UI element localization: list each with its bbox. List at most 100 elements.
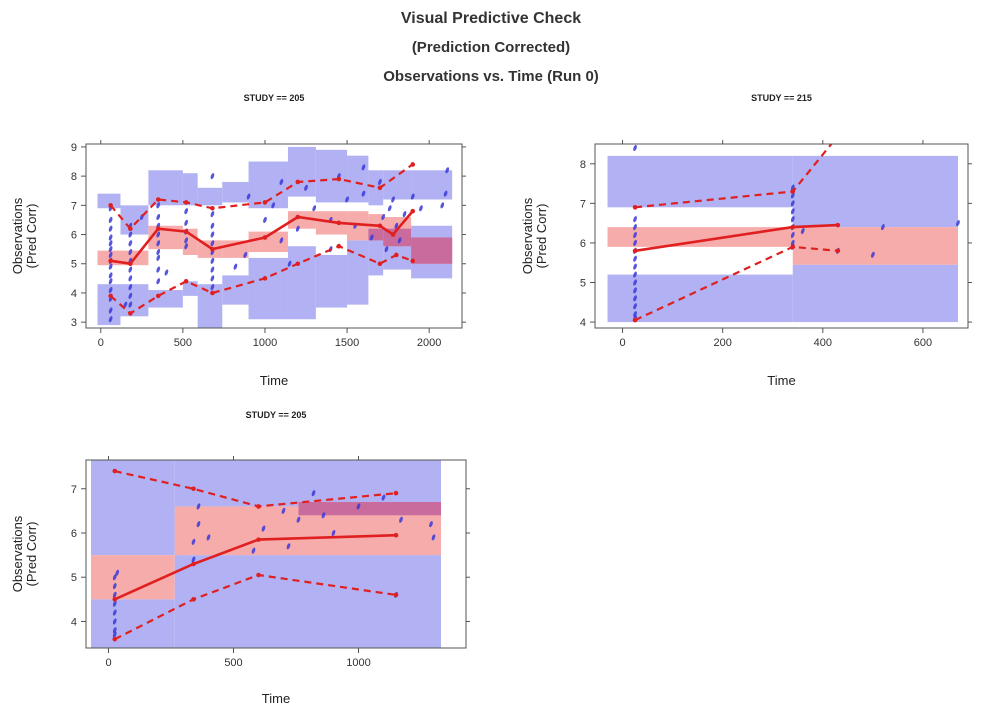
line-marker xyxy=(295,214,301,220)
observed-point xyxy=(287,260,292,267)
observed-point xyxy=(331,529,336,537)
line-marker xyxy=(835,222,841,228)
observed-point xyxy=(790,136,795,143)
line-marker xyxy=(393,532,399,538)
observed-point xyxy=(381,494,386,501)
x-axis-label: Time xyxy=(262,691,290,706)
observed-point xyxy=(633,263,637,270)
observed-point xyxy=(881,224,885,231)
lower-pi-band xyxy=(298,555,441,648)
median-pi-band xyxy=(287,211,316,229)
observed-point xyxy=(397,237,402,244)
observed-point xyxy=(263,216,267,223)
observed-point xyxy=(356,503,361,510)
observed-point xyxy=(156,278,161,285)
upper-pi-band xyxy=(182,173,198,206)
observed-point xyxy=(790,216,795,223)
observed-point xyxy=(156,213,161,221)
observed-point xyxy=(633,224,637,231)
lower-pi-band xyxy=(91,599,175,648)
observed-point xyxy=(440,202,445,209)
y-tick-label: 6 xyxy=(71,230,77,242)
observed-point xyxy=(790,200,795,207)
upper-percentile-line xyxy=(109,163,414,231)
line-marker xyxy=(262,276,268,281)
observed-point xyxy=(800,227,805,235)
observed-point xyxy=(790,192,795,199)
upper-pi-band xyxy=(792,155,958,228)
observed-point xyxy=(633,255,637,262)
line-marker xyxy=(191,597,196,602)
observed-point xyxy=(112,618,117,625)
lower-pi-band xyxy=(182,281,198,296)
observed-point xyxy=(296,516,301,523)
observed-point xyxy=(108,316,113,323)
x-tick-label: 0 xyxy=(105,657,111,669)
y-axis-label: Observations(Pred Corr) xyxy=(10,197,39,274)
y-axis-label: Observations(Pred Corr) xyxy=(10,515,39,592)
observed-point xyxy=(790,208,795,215)
observed-point xyxy=(108,278,113,285)
x-tick-label: 0 xyxy=(619,337,625,349)
observed-point xyxy=(279,178,284,186)
upper-pi-band xyxy=(287,146,316,197)
plot-area xyxy=(97,146,453,328)
panel-frame xyxy=(594,143,969,329)
median-pi-band xyxy=(347,211,369,241)
y-tick-label: 9 xyxy=(71,142,77,154)
y-axis-label-line: (Pred Corr) xyxy=(24,521,39,586)
observed-point xyxy=(206,534,211,541)
x-tick-label: 500 xyxy=(224,657,242,669)
observed-point xyxy=(128,240,133,247)
observed-point xyxy=(633,287,637,294)
observed-point xyxy=(633,271,637,278)
observed-point xyxy=(210,173,215,180)
observed-point xyxy=(233,263,238,270)
line-marker xyxy=(410,162,416,167)
x-tick-label: 0 xyxy=(98,337,104,349)
upper-pi-band xyxy=(97,193,121,209)
band-overlap xyxy=(368,228,384,241)
line-marker xyxy=(108,203,113,208)
observed-point xyxy=(384,246,389,253)
observed-point xyxy=(378,178,382,186)
observed-point xyxy=(108,272,113,279)
line-marker xyxy=(262,200,268,205)
observed-point xyxy=(156,266,161,273)
line-marker xyxy=(790,244,796,250)
observed-point xyxy=(112,583,117,590)
observed-point xyxy=(191,556,196,563)
observed-point xyxy=(184,243,189,250)
observed-point xyxy=(196,503,201,510)
observed-point xyxy=(184,208,189,215)
lower-pi-band xyxy=(607,274,793,323)
line-marker xyxy=(410,208,416,214)
lower-pi-band xyxy=(97,284,121,326)
band-overlap xyxy=(298,502,441,516)
y-axis-label-line: (Pred Corr) xyxy=(24,203,39,268)
observed-point xyxy=(369,234,374,241)
observed-point xyxy=(345,196,349,203)
line-marker xyxy=(336,176,342,182)
observed-point xyxy=(128,301,133,308)
line-marker xyxy=(377,261,383,267)
observed-point xyxy=(184,237,189,244)
x-tick-label: 1500 xyxy=(335,337,359,349)
observed-point xyxy=(790,231,795,239)
observed-point xyxy=(633,303,637,310)
x-tick-label: 400 xyxy=(814,337,832,349)
panel-frame xyxy=(85,143,463,329)
x-tick-label: 500 xyxy=(174,337,192,349)
x-tick-label: 600 xyxy=(914,337,932,349)
observed-point xyxy=(633,279,637,286)
y-tick-label: 6 xyxy=(580,238,586,250)
lower-pi-band xyxy=(120,284,149,317)
observed-point xyxy=(156,254,161,261)
panel-strip-label: STUDY == 205 xyxy=(244,93,305,103)
observed-point xyxy=(431,534,436,541)
x-tick-label: 1000 xyxy=(253,337,277,349)
observed-point xyxy=(112,609,117,616)
observed-point xyxy=(210,231,215,238)
upper-pi-band xyxy=(383,170,412,200)
line-marker xyxy=(155,293,161,299)
